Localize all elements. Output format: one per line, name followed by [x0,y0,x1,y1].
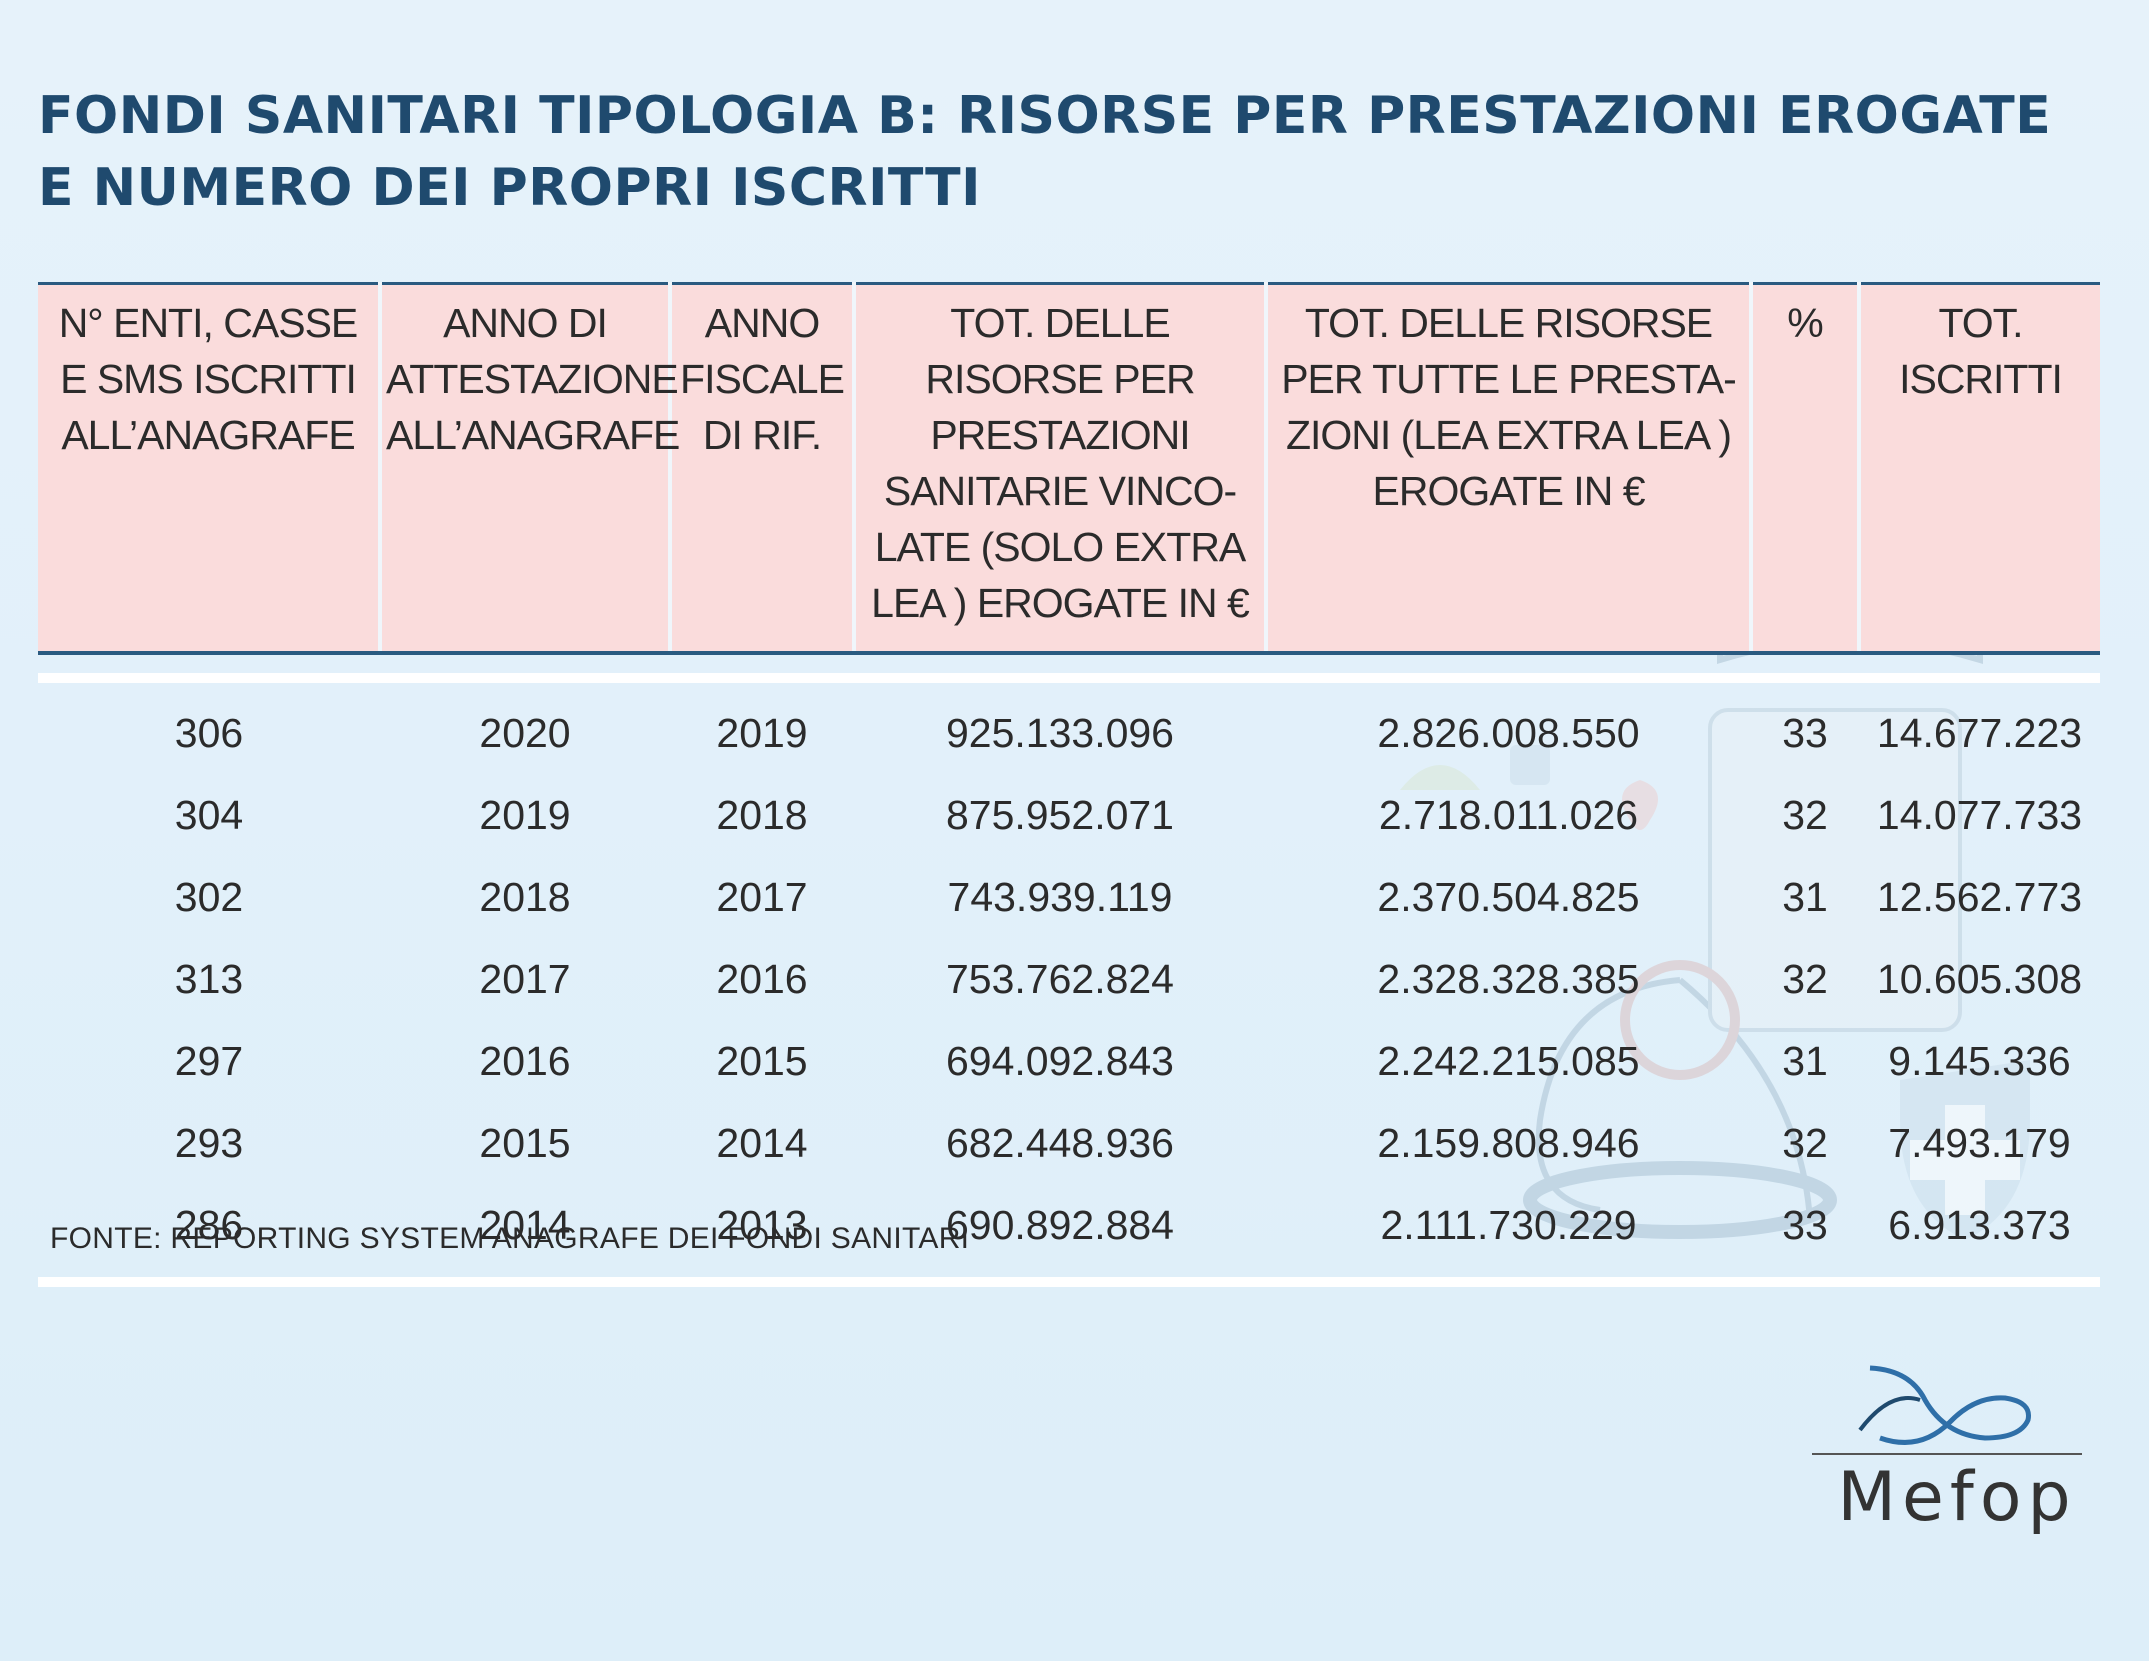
cell-risorse-extra-lea: 875.952.071 [945,792,1174,838]
cell-tot-iscritti: 7.493.179 [1888,1120,2071,1166]
cell-percentuale: 33 [1751,1184,1859,1287]
cell-anno-fiscale: 2015 [716,1038,808,1084]
cell-risorse-totali: 2.370.504.825 [1377,874,1640,920]
source-note: FONTE: REPORTING SYSTEM ANAGRAFE DEI FON… [50,1222,970,1255]
cell-n-enti: 313 [174,956,244,1002]
cell-risorse-extra-lea: 694.092.843 [945,1038,1174,1084]
mefop-logo-text: Mefop [1837,1458,2077,1537]
cell-anno-attestazione: 2014 [380,1184,670,1287]
header-anno-attestazione: ANNO DI ATTESTAZIONE ALL’ANAGRAFE [378,282,680,655]
header-n-enti: N° ENTI, CASSE E SMS ISCRITTI ALL’ANAGRA… [38,282,380,655]
cell-anno-fiscale: 2013 [670,1184,854,1287]
header-anno-fiscale: ANNO FISCALE DI RIF. [668,282,854,655]
header-tot-iscritti: TOT. ISCRITTI [1857,282,2100,655]
cell-anno-attestazione: 2020 [479,710,571,756]
cell-risorse-extra-lea: 753.762.824 [945,956,1174,1002]
cell-percentuale: 31 [1782,874,1828,920]
cell-percentuale: 32 [1782,792,1828,838]
cell-anno-fiscale: 2014 [716,1120,808,1166]
cell-n-enti: 302 [174,874,244,920]
cell-tot-iscritti: 12.562.773 [1876,874,2083,920]
cell-percentuale: 32 [1782,1120,1828,1166]
cell-n-enti: 306 [174,710,244,756]
cell-anno-fiscale: 2017 [716,874,808,920]
mefop-logo-icon [1812,1365,2082,1455]
cell-tot-iscritti: 6.913.373 [1859,1184,2100,1287]
cell-tot-iscritti: 9.145.336 [1888,1038,2071,1084]
cell-n-enti: 297 [174,1038,244,1084]
cell-risorse-extra-lea: 743.939.119 [947,874,1173,920]
cell-risorse-extra-lea: 690.892.884 [854,1184,1266,1287]
cell-anno-attestazione: 2019 [479,792,571,838]
cell-tot-iscritti: 10.605.308 [1876,956,2083,1002]
data-table: N° ENTI, CASSE E SMS ISCRITTI ALL’ANAGRA… [38,282,2100,1287]
table-row: 313 2017 2016 753.762.824 2.328.328.385 … [38,938,2100,1020]
cell-risorse-totali: 2.718.011.026 [1378,792,1639,838]
page-title: FONDI SANITARI TIPOLOGIA B: RISORSE PER … [38,86,2052,218]
table-row: 304 2019 2018 875.952.071 2.718.011.026 … [38,774,2100,856]
header-percentuale: % [1749,282,1859,655]
header-risorse-totali: TOT. DELLE RISORSE PER TUTTE LE PRESTA-Z… [1264,282,1751,655]
cell-anno-attestazione: 2017 [479,956,571,1002]
table-row: 302 2018 2017 743.939.119 2.370.504.825 … [38,856,2100,938]
cell-anno-attestazione: 2016 [479,1038,571,1084]
cell-percentuale: 32 [1782,956,1828,1002]
cell-risorse-extra-lea: 682.448.936 [945,1120,1174,1166]
cell-risorse-totali: 2.159.808.946 [1377,1120,1640,1166]
cell-tot-iscritti: 14.077.733 [1876,792,2083,838]
table-row: 293 2015 2014 682.448.936 2.159.808.946 … [38,1102,2100,1184]
table-header-row: N° ENTI, CASSE E SMS ISCRITTI ALL’ANAGRA… [38,282,2100,655]
cell-anno-fiscale: 2018 [716,792,808,838]
cell-tot-iscritti: 14.677.223 [1876,710,2083,756]
table-row: 286 2014 2013 690.892.884 2.111.730.229 … [38,1184,2100,1287]
cell-risorse-totali: 2.242.215.085 [1377,1038,1640,1084]
cell-risorse-totali: 2.111.730.229 [1266,1184,1751,1287]
cell-risorse-extra-lea: 925.133.096 [945,710,1174,756]
cell-risorse-totali: 2.328.328.385 [1377,956,1640,1002]
cell-anno-fiscale: 2016 [716,956,808,1002]
cell-anno-attestazione: 2015 [479,1120,571,1166]
cell-n-enti: 293 [174,1120,244,1166]
cell-anno-attestazione: 2018 [479,874,571,920]
cell-anno-fiscale: 2019 [716,710,808,756]
cell-percentuale: 31 [1782,1038,1828,1084]
table-row: 297 2016 2015 694.092.843 2.242.215.085 … [38,1020,2100,1102]
header-risorse-extra-lea: TOT. DELLE RISORSE PER PRESTAZIONI SANIT… [852,282,1266,655]
cell-n-enti: 304 [174,792,244,838]
cell-risorse-totali: 2.826.008.550 [1377,710,1640,756]
cell-n-enti: 286 [38,1184,380,1287]
table-row: 306 2020 2019 925.133.096 2.826.008.550 … [38,678,2100,774]
cell-percentuale: 33 [1782,710,1828,756]
